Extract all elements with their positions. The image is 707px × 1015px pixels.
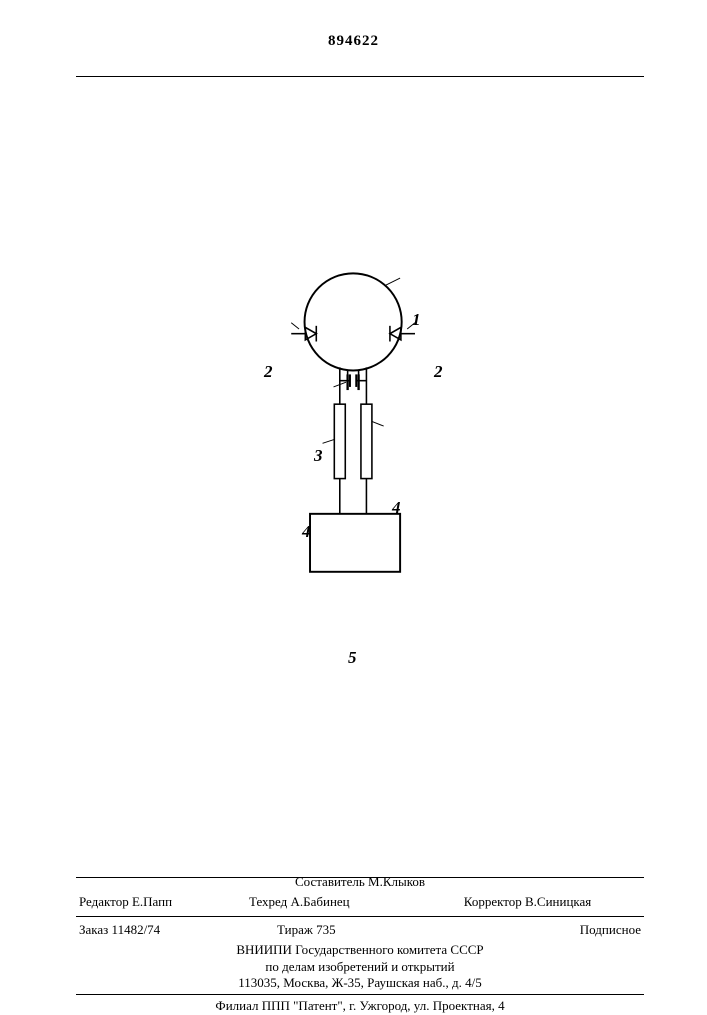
label-4-left: 4 (302, 522, 311, 542)
credits-row: Редактор Е.Папп Техред А.Бабинец Коррект… (76, 891, 644, 914)
divider (76, 916, 644, 917)
label-2-left: 2 (264, 362, 273, 382)
corrector-credit: Корректор В.Синицкая (463, 893, 642, 912)
org-line-1: ВНИИПИ Государственного комитета СССР (76, 942, 644, 959)
techred-credit: Техред А.Бабинец (248, 893, 461, 912)
divider-2 (76, 994, 644, 995)
label-5: 5 (348, 648, 357, 668)
order-number: Заказ 11482/74 (78, 921, 274, 940)
document-number: 894622 (0, 33, 707, 50)
org-line-3: 113035, Москва, Ж-35, Раушская наб., д. … (76, 975, 644, 992)
order-row: Заказ 11482/74 Тираж 735 Подписное (76, 919, 644, 942)
org-line-2: по делам изобретений и открытий (76, 959, 644, 976)
circuit-diagram (0, 130, 707, 600)
subscription: Подписное (474, 921, 642, 940)
tirazh: Тираж 735 (276, 921, 472, 940)
branch-line: Филиал ППП "Патент", г. Ужгород, ул. Про… (76, 998, 644, 1015)
label-2-right: 2 (434, 362, 443, 382)
label-3: 3 (314, 446, 323, 466)
label-4-right: 4 (392, 498, 401, 518)
credits-block: Составитель М.Клыков Редактор Е.Папп Тех… (76, 874, 644, 1015)
page: 894622 (0, 0, 707, 1000)
label-1: 1 (412, 310, 421, 330)
editor-credit: Редактор Е.Папп (78, 893, 246, 912)
compiler-credit: Составитель М.Клыков (76, 874, 644, 891)
